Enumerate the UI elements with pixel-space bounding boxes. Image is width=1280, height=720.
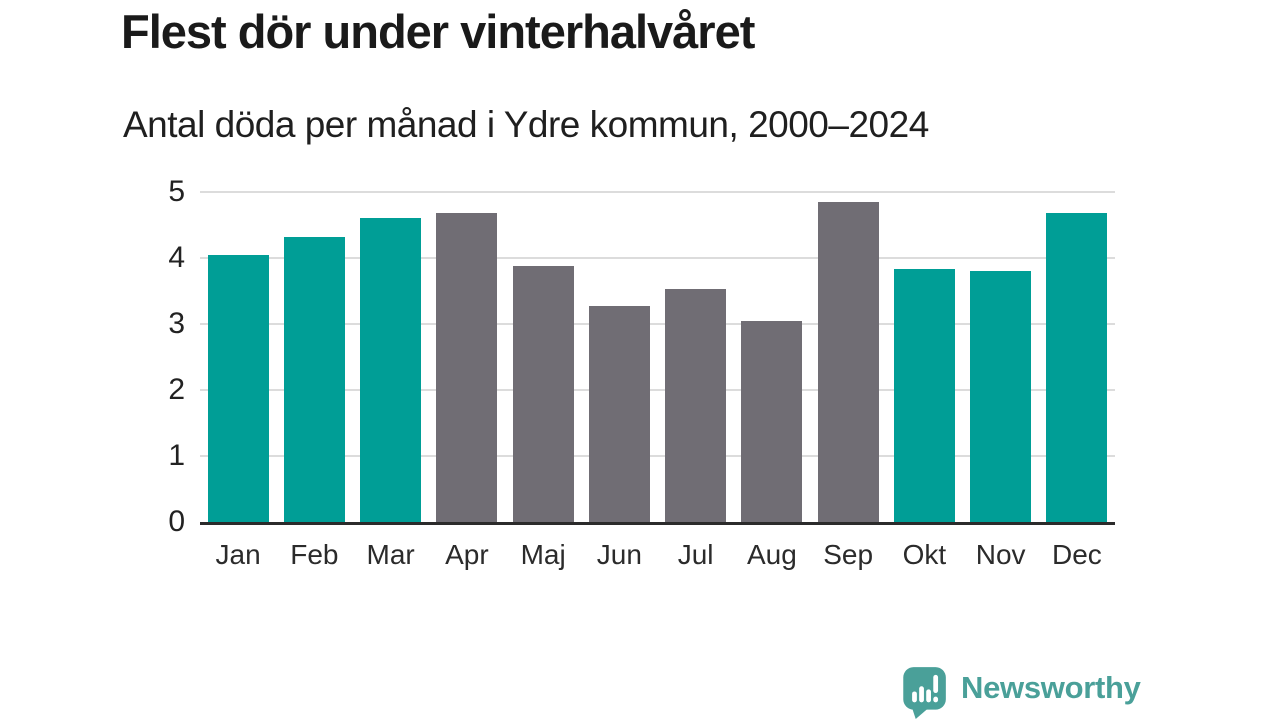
newsworthy-logo-icon: [898, 665, 948, 719]
y-tick-label: 1: [168, 439, 185, 472]
gridline: [200, 389, 1115, 391]
y-tick-label: 3: [168, 307, 185, 340]
bar-feb: [283, 236, 345, 522]
x-tick-label: Feb: [290, 539, 339, 570]
y-tick-label: 5: [168, 175, 185, 208]
x-axis: Jan Feb Mar Apr Maj Jun Jul Aug Sep Okt Nov Dec: [200, 539, 1115, 571]
x-tick-label: Dec: [1051, 539, 1102, 570]
gridline: [200, 257, 1115, 259]
bar-okt: [893, 268, 955, 522]
y-tick-label: 0: [168, 505, 185, 538]
x-tick-label: Okt: [902, 539, 947, 570]
bar-sep: [817, 201, 879, 522]
bar-maj: [512, 265, 574, 522]
bar-jun: [588, 305, 650, 522]
x-tick-label: Nov: [975, 539, 1026, 570]
x-tick-label: Mar: [366, 539, 415, 570]
y-tick-label: 4: [168, 241, 185, 274]
x-tick-label: Maj: [520, 539, 566, 570]
x-tick-label: Jun: [596, 539, 642, 570]
x-tick-label: Jul: [677, 539, 714, 570]
y-axis: 0 1 2 3 4 5: [120, 177, 185, 537]
bar-mar: [360, 217, 422, 522]
plot-area: [200, 191, 1115, 525]
bar-apr: [436, 213, 498, 522]
gridline: [200, 455, 1115, 457]
x-tick-label: Jan: [215, 539, 261, 570]
y-tick-label: 2: [168, 373, 185, 406]
x-tick-label: Apr: [445, 539, 489, 570]
newsworthy-logo: Newsworthy: [898, 665, 1141, 719]
bar-jan: [207, 254, 269, 522]
page-title: Flest dör under vinterhalvåret: [121, 5, 755, 58]
x-tick-label: Sep: [823, 539, 874, 570]
gridline: [200, 323, 1115, 325]
newsworthy-logo-text: Newsworthy: [961, 669, 1141, 705]
bar-dec: [1046, 213, 1108, 522]
chart-subtitle: Antal döda per månad i Ydre kommun, 2000…: [123, 104, 929, 145]
bar-aug: [741, 321, 803, 522]
bar-jul: [665, 289, 727, 522]
bar-nov: [970, 271, 1032, 522]
bar-chart: 0 1 2 3 4 5 Jan Feb Mar Apr Maj Jun Jul Aug Sep Okt Nov…: [0, 177, 1280, 592]
gridline: [200, 191, 1115, 193]
x-tick-label: Aug: [746, 539, 797, 570]
